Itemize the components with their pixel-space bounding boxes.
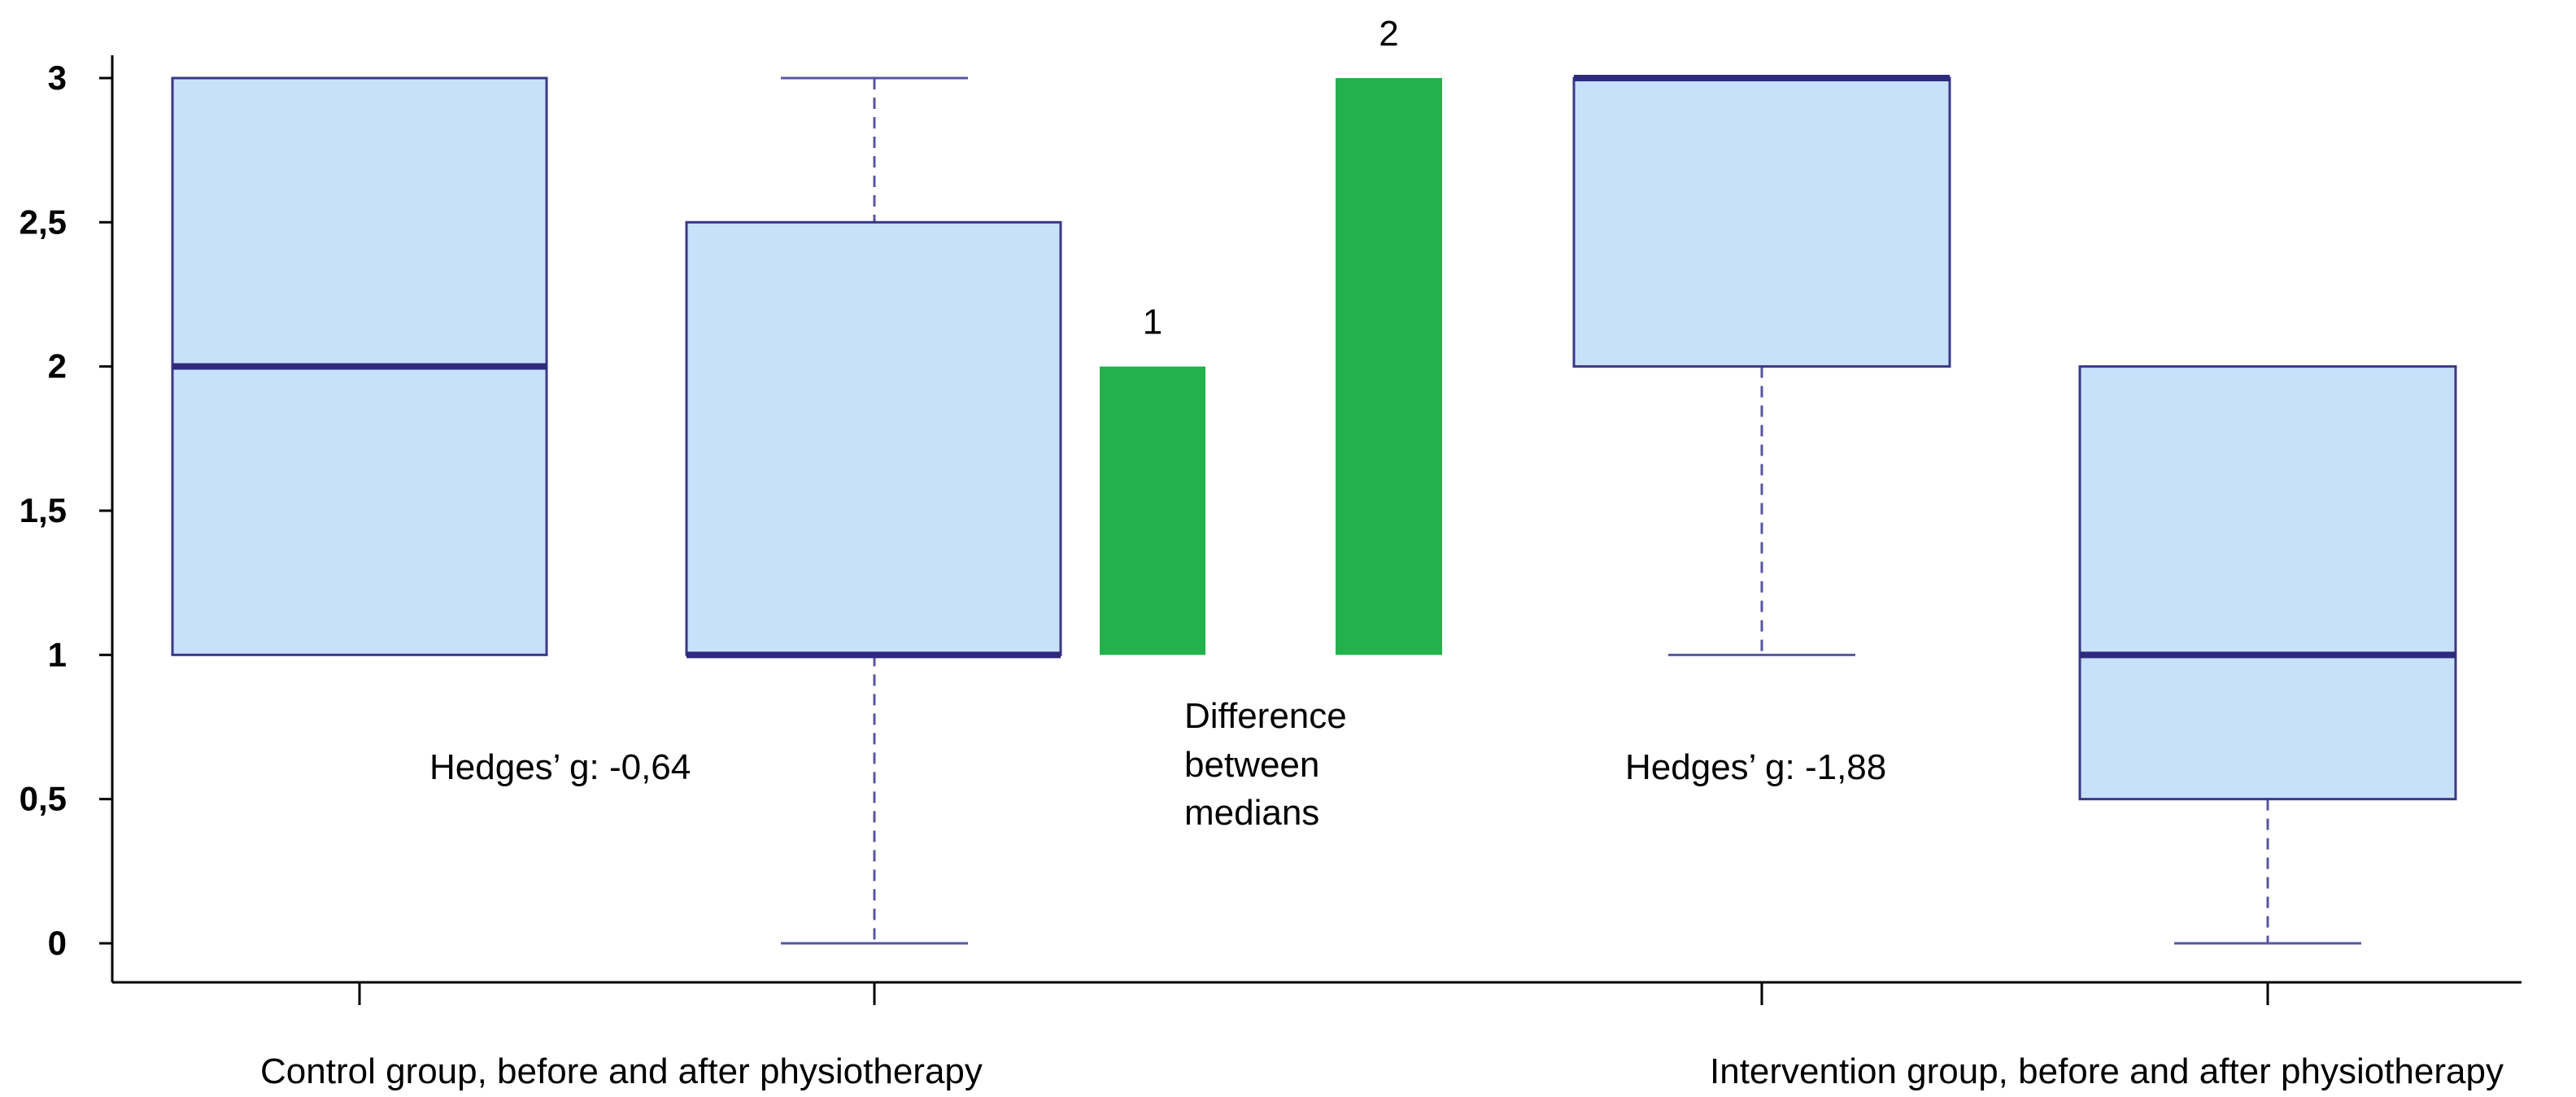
difference-bar-2 [1336, 78, 1442, 655]
intervention-hedges-label: Hedges’ g: -1,88 [1625, 747, 1886, 787]
box-series [171, 75, 2457, 945]
y-axis-ticks: 0 0,5 1 1,5 2 2,5 3 [20, 59, 112, 962]
box-intervention-before [1572, 75, 1951, 656]
box-rect [685, 220, 1062, 656]
box-rect [1572, 76, 1951, 368]
control-group-label: Control group, before and after physioth… [260, 1051, 983, 1091]
control-hedges-label: Hedges’ g: -0,64 [429, 747, 691, 787]
y-tick-label: 3 [48, 59, 67, 97]
intervention-group-label: Intervention group, before and after phy… [1710, 1051, 2504, 1091]
difference-label-line3: medians [1184, 793, 1319, 833]
difference-bar-1 [1100, 366, 1205, 655]
y-tick-label: 2 [48, 347, 67, 385]
y-tick-label: 0 [48, 924, 67, 962]
y-tick-label: 1,5 [20, 491, 67, 529]
box-control-before [171, 76, 548, 656]
box-rect [2078, 365, 2457, 801]
y-tick-label: 1 [48, 635, 67, 673]
difference-bar-label: 2 [1379, 14, 1398, 54]
y-tick-label: 0,5 [20, 780, 67, 818]
difference-bar-label: 1 [1143, 303, 1162, 342]
median-difference-bars: 12 [1100, 14, 1442, 655]
y-tick-label: 2,5 [20, 202, 67, 241]
box-control-after [685, 76, 1062, 945]
x-axis-ticks [358, 982, 2269, 1005]
difference-label-line1: Difference [1184, 696, 1347, 736]
difference-label-line2: between [1184, 745, 1319, 785]
box-intervention-after [2078, 365, 2457, 945]
